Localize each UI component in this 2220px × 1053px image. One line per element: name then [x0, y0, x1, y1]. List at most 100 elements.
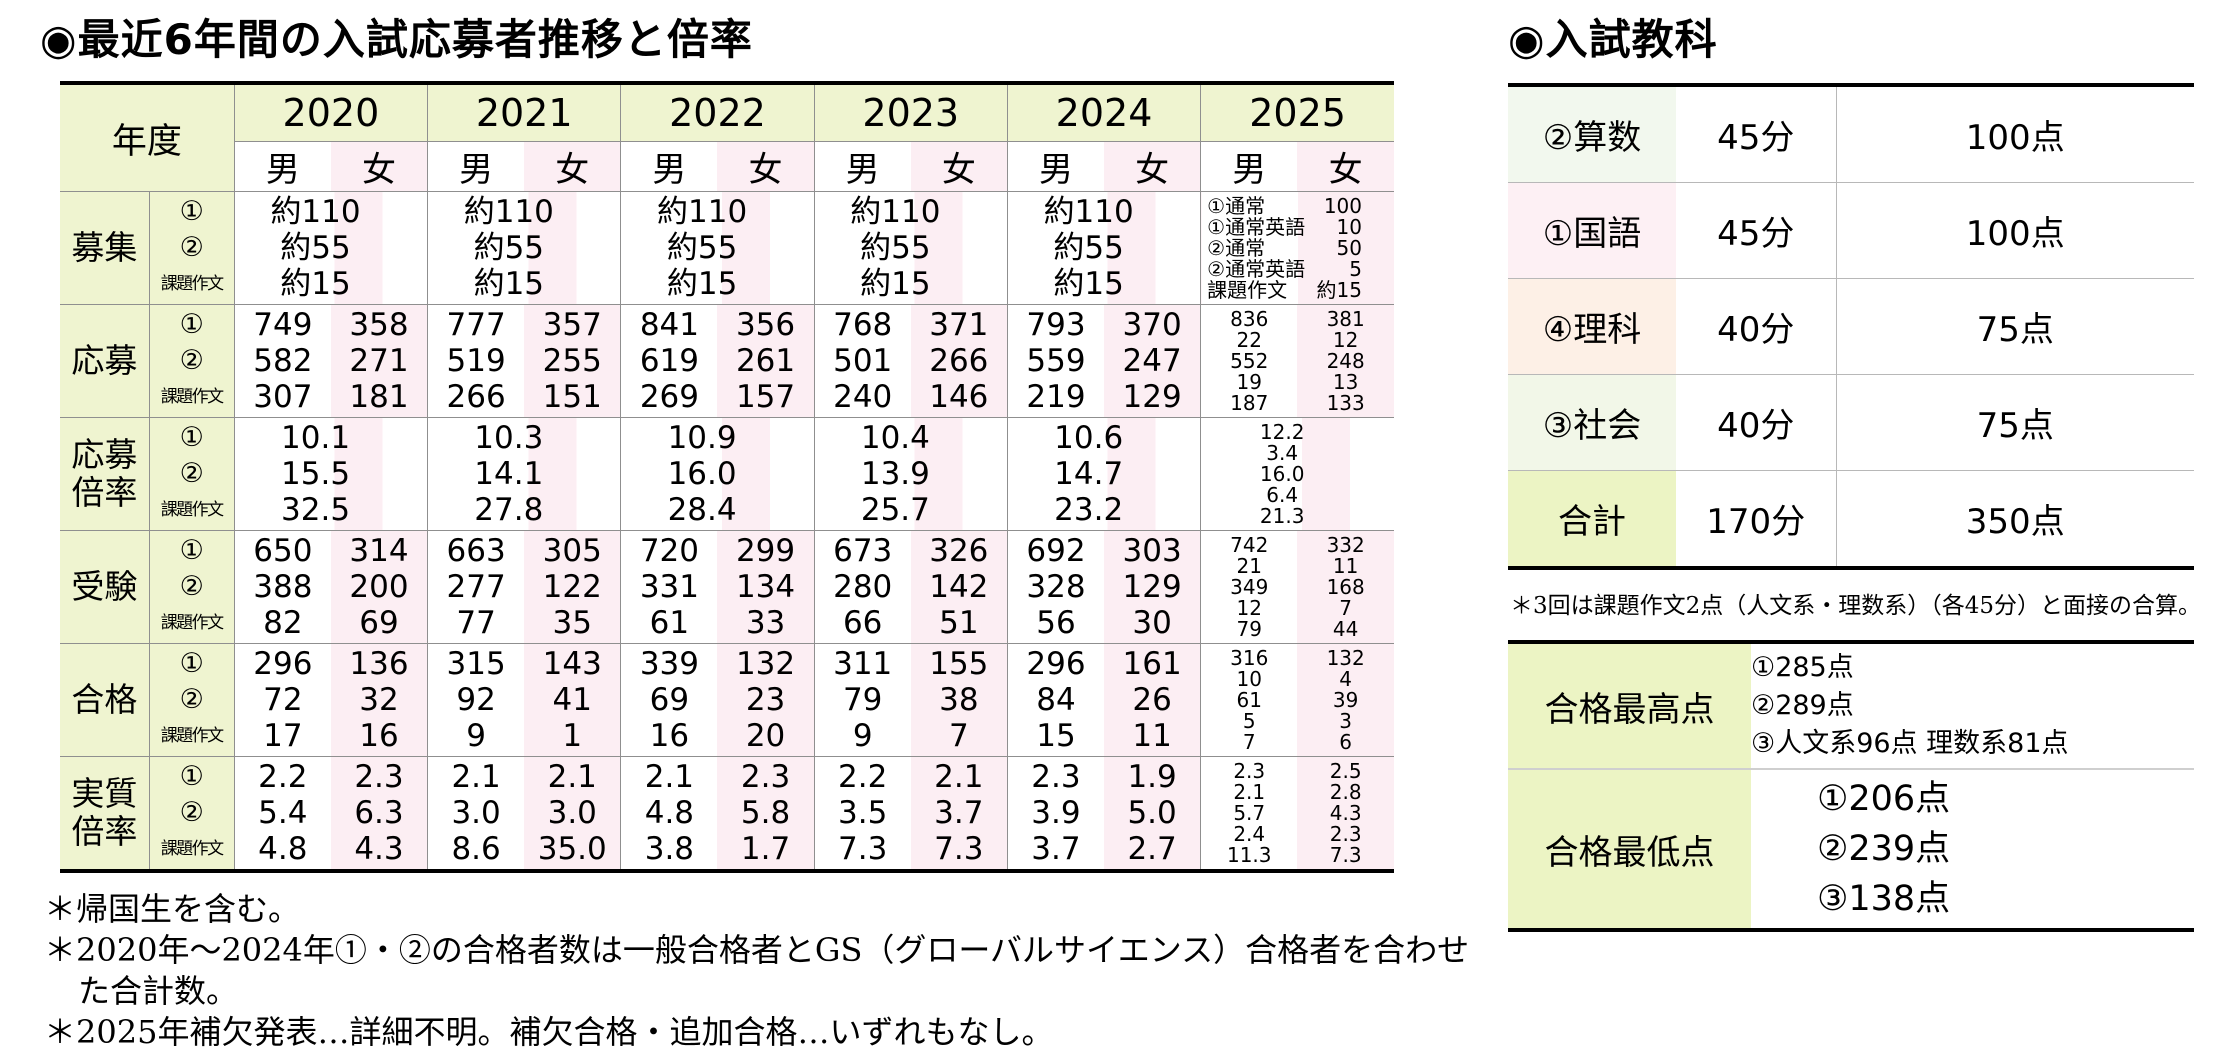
male-header-2024: 男: [1006, 141, 1105, 192]
cell-real-ratio-2024-male: 2.3 3.9 3.7: [1006, 756, 1105, 872]
admissions-history-table: 年度 2020 2021 2022 2023 2024 2025 男女男女男女男女男女男女募集…: [60, 81, 1394, 873]
score-row: 合格最低点 ①206点 ②239点 ③138点: [1508, 768, 2194, 930]
male-header-2020: 男: [234, 141, 331, 192]
female-header-2024: 女: [1104, 141, 1202, 192]
year-col-2023: 2023: [813, 82, 1008, 142]
cell-app-ratio-2022: 10.9 16.0 28.4: [620, 417, 815, 531]
subject-row: ④理科 40分 75点: [1508, 278, 2194, 375]
admissions-history-title: ◉最近6年間の入試応募者推移と倍率: [40, 15, 753, 64]
female-header-2023: 女: [910, 141, 1008, 192]
subject-row: ①国語 45分 100点: [1508, 182, 2194, 279]
cell-passed-2020-female: 136 32 16: [330, 643, 429, 757]
row-label-applicants: 応募: [60, 304, 150, 418]
cell-real-ratio-2023-female: 2.1 3.7 7.3: [910, 756, 1008, 872]
subject-time-2: 40分: [1676, 278, 1836, 375]
cell-passed-2025-male: 316 10 61 5 7: [1200, 643, 1298, 757]
cell-recruit-2023: 約110 約55 約15: [813, 191, 1008, 305]
cell-examinees-2021-male: 663 277 77: [427, 530, 525, 644]
year-col-2020: 2020: [233, 82, 429, 142]
cell-applicants-2023-female: 371 266 146: [910, 304, 1008, 418]
cell-recruit-2022: 約110 約55 約15: [620, 191, 815, 305]
cell-real-ratio-2023-male: 2.2 3.5 7.3: [813, 756, 911, 872]
footnote-line: た合計数。: [78, 972, 239, 1010]
year-col-2024: 2024: [1006, 82, 1202, 142]
cell-recruit-2025: ①通常 100 ①通常英語 10 ②通常 50 ②通常英語 5 課題作文 約15: [1200, 191, 1394, 305]
cell-app-ratio-2021: 10.3 14.1 27.8: [427, 417, 622, 531]
row-label-passed: 合格: [60, 643, 150, 757]
footnote-line: ＊帰国生を含む。: [44, 890, 301, 928]
subject-name-4: 合計: [1508, 470, 1676, 568]
score-value-line: ①285点: [1751, 652, 1854, 683]
footnote-line: ＊2020年～2024年①・②の合格者数は一般合格者とGS（グローバルサイエンス…: [44, 931, 1470, 969]
cell-real-ratio-2022-male: 2.1 4.8 3.8: [620, 756, 718, 872]
cell-passed-2021-female: 143 41 1: [524, 643, 622, 757]
cell-examinees-2020-male: 650 388 82: [233, 530, 331, 644]
year-header-cell: 年度: [60, 82, 235, 192]
score-row: 合格最高点 ①285点 ②289点 ③人文系96点 理数系81点: [1508, 642, 2194, 769]
cell-real-ratio-2021-female: 2.1 3.0 35.0: [524, 756, 622, 872]
row-label-app-ratio: 応募 倍率: [60, 417, 150, 531]
cell-real-ratio-2025-female: 2.5 2.8 4.3 2.3 7.3: [1297, 756, 1394, 872]
score-values-1: ①206点 ②239点 ③138点: [1751, 768, 2194, 930]
cell-examinees-2024-male: 692 328 56: [1006, 530, 1105, 644]
cell-app-ratio-2020: 10.1 15.5 32.5: [233, 417, 429, 531]
subject-points-0: 100点: [1835, 85, 2194, 183]
row-label-recruit: 募集: [60, 191, 150, 305]
subject-name-1: ①国語: [1508, 182, 1676, 279]
subject-row: ②算数 45分 100点: [1508, 85, 2194, 183]
male-header-2022: 男: [620, 141, 718, 192]
subject-points-4: 350点: [1835, 470, 2194, 568]
cell-applicants-2022-female: 356 261 157: [717, 304, 815, 418]
cell-passed-2020-male: 296 72 17: [233, 643, 331, 757]
cell-real-ratio-2021-male: 2.1 3.0 8.6: [427, 756, 525, 872]
subject-name-0: ②算数: [1508, 85, 1676, 183]
score-label-1: 合格最低点: [1508, 768, 1751, 930]
male-header-2021: 男: [427, 141, 525, 192]
score-value-line: ①206点: [1817, 779, 1951, 819]
exam-subjects-section: ◉入試教科 ②算数 45分 100点 ①国語 45分 100点 ④理科 40分 75点 ③社会 40…: [1508, 6, 2212, 932]
cell-examinees-2021-female: 305 122 35: [524, 530, 622, 644]
subject-name-3: ③社会: [1508, 374, 1676, 471]
subject-points-2: 75点: [1835, 278, 2194, 375]
admissions-history-section: ◉最近6年間の入試応募者推移と倍率 年度 2020 2021 2022 2023 2024…: [40, 6, 1470, 1053]
score-value-line: ②239点: [1817, 829, 1951, 869]
cell-passed-2023-female: 155 38 7: [910, 643, 1008, 757]
cell-passed-2024-female: 161 26 11: [1104, 643, 1202, 757]
cell-app-ratio-2025: 12.2 3.4 16.0 6.4 21.3: [1200, 417, 1394, 531]
cell-passed-2023-male: 311 79 9: [813, 643, 911, 757]
cell-real-ratio-2020-female: 2.3 6.3 4.3: [330, 756, 429, 872]
cell-examinees-2020-female: 314 200 69: [330, 530, 429, 644]
subject-time-3: 40分: [1676, 374, 1836, 471]
footnote-line: ＊2025年補欠発表…詳細不明。補欠合格・追加合格…いずれもなし。: [44, 1013, 1054, 1051]
row-label-examinees: 受験: [60, 530, 150, 644]
cell-applicants-2023-male: 768 501 240: [813, 304, 911, 418]
subject-row: ③社会 40分 75点: [1508, 374, 2194, 471]
row-sublabels-passed: ① ② 課題作文: [148, 643, 235, 757]
year-col-2025: 2025: [1200, 82, 1394, 142]
cell-app-ratio-2024: 10.6 14.7 23.2: [1006, 417, 1202, 531]
cell-applicants-2022-male: 841 619 269: [620, 304, 718, 418]
male-header-2025: 男: [1200, 141, 1298, 192]
cell-passed-2022-female: 132 23 20: [717, 643, 815, 757]
row-sublabels-recruit: ① ② 課題作文: [148, 191, 235, 305]
cell-recruit-2021: 約110 約55 約15: [427, 191, 622, 305]
cell-real-ratio-2022-female: 2.3 5.8 1.7: [717, 756, 815, 872]
score-value-line: ②289点: [1751, 690, 1854, 721]
cell-applicants-2025-female: 381 12 248 13 133: [1297, 304, 1394, 418]
row-sublabels-real-ratio: ① ② 課題作文: [148, 756, 235, 872]
year-col-2021: 2021: [427, 82, 622, 142]
cell-applicants-2020-female: 358 271 181: [330, 304, 429, 418]
subject-points-3: 75点: [1835, 374, 2194, 471]
subject-time-1: 45分: [1676, 182, 1836, 279]
score-value-line: ③138点: [1817, 879, 1951, 919]
subject-points-1: 100点: [1835, 182, 2194, 279]
cell-applicants-2021-male: 777 519 266: [427, 304, 525, 418]
score-values-0: ①285点 ②289点 ③人文系96点 理数系81点: [1751, 642, 2194, 769]
male-header-2023: 男: [813, 141, 911, 192]
cell-applicants-2025-male: 836 22 552 19 187: [1200, 304, 1298, 418]
subject-time-0: 45分: [1717, 118, 1795, 158]
subject-row: 合計 170分 350点: [1508, 470, 2194, 568]
row-label-real-ratio: 実質 倍率: [60, 756, 150, 872]
score-label-0: 合格最高点: [1508, 642, 1751, 769]
cell-examinees-2023-male: 673 280 66: [813, 530, 911, 644]
